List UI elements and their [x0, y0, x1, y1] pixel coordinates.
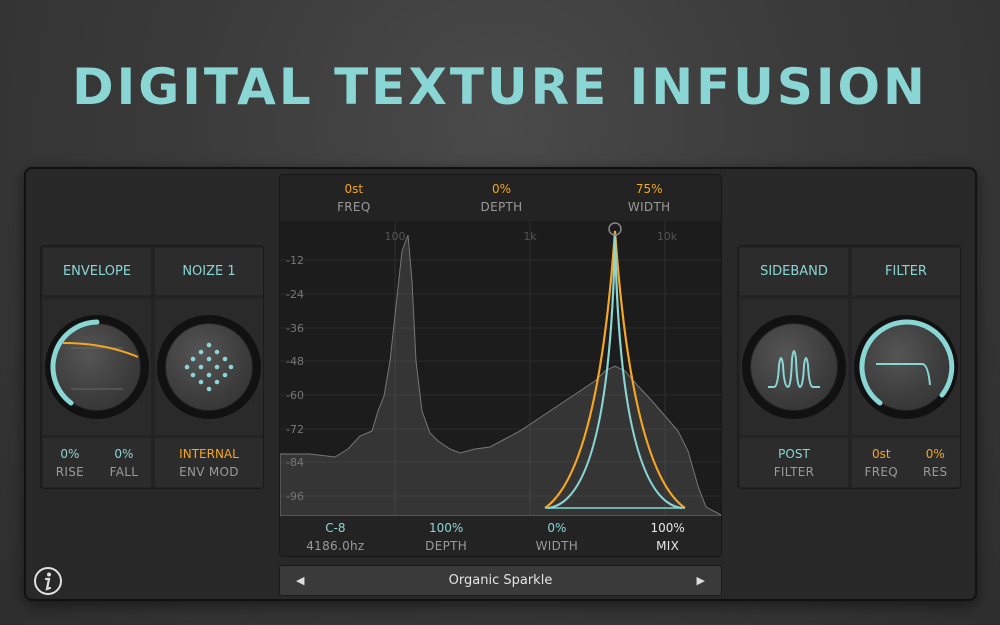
db-label: -48 [286, 355, 304, 368]
envelope-arc-icon [50, 319, 139, 406]
top-depth-label: DEPTH [480, 200, 523, 214]
freq-label-10k: 10k [657, 230, 678, 243]
tab-filter-label: FILTER [885, 264, 927, 279]
env-mod-label: ENV MOD [179, 464, 239, 479]
post-label: FILTER [773, 464, 815, 479]
noise-dots-icon [184, 342, 234, 392]
rise-label: RISE [55, 464, 85, 479]
width-param[interactable]: 0% WIDTH [502, 516, 613, 556]
filter-res-param[interactable]: 0% RES [923, 445, 947, 481]
filter-res-value: 0% [925, 446, 945, 461]
preset-bar: ◀ Organic Sparkle ▶ [279, 565, 722, 596]
note-value: C-8 [325, 521, 346, 535]
noize-knob[interactable] [157, 315, 261, 419]
rise-param[interactable]: 0% RISE [56, 445, 84, 481]
page-title: DIGITAL TEXTURE INFUSION [72, 58, 928, 116]
mix-param[interactable]: 100% MIX [612, 516, 721, 556]
spectrum-graph[interactable]: 100 1k 10k -12 -24 -36 -48 -60 -72 -84 -… [280, 221, 722, 516]
top-width-param[interactable]: 75% WIDTH [575, 175, 721, 221]
preset-name[interactable]: Organic Sparkle [448, 573, 553, 588]
tab-filter[interactable]: FILTER [852, 248, 960, 295]
top-freq-value: 0st [344, 182, 364, 196]
top-depth-param[interactable]: 0% DEPTH [428, 175, 576, 221]
mix-label: MIX [656, 539, 680, 553]
tab-envelope[interactable]: ENVELOPE [43, 248, 151, 295]
top-freq-param[interactable]: 0st FREQ [280, 175, 428, 221]
filter-freq-param[interactable]: 0st FREQ [865, 445, 898, 481]
env-mod-param[interactable]: INTERNAL ENV MOD [155, 438, 263, 487]
next-preset-icon[interactable]: ▶ [696, 574, 705, 587]
width-label: WIDTH [535, 539, 579, 553]
tab-noize-1[interactable]: NOIZE 1 [155, 248, 263, 295]
post-value: POST [778, 446, 810, 461]
width-value: 0% [547, 521, 567, 535]
db-label: -24 [286, 288, 304, 301]
prev-preset-icon[interactable]: ◀ [296, 574, 305, 587]
filter-handle[interactable] [608, 222, 622, 236]
depth-label: DEPTH [425, 539, 468, 553]
db-label: -12 [286, 254, 304, 267]
freq-res-values: 0st FREQ 0% RES [852, 438, 960, 487]
spectrum-display: 0st FREQ 0% DEPTH 75% WIDTH [279, 174, 722, 557]
note-hz-label: 4186.0hz [306, 539, 365, 553]
filter-curve-orange [544, 230, 686, 509]
freq-label-1k: 1k [523, 230, 537, 243]
info-icon[interactable] [32, 565, 64, 597]
note-param[interactable]: C-8 4186.0hz [280, 516, 391, 556]
filter-knob[interactable] [854, 315, 958, 419]
rise-fall-values: 0% RISE 0% FALL [43, 438, 151, 487]
filter-freq-value: 0st [871, 446, 891, 461]
filter-freq-label: FREQ [864, 464, 898, 479]
mix-value: 100% [650, 521, 685, 535]
sideband-knob[interactable] [742, 315, 846, 419]
noize-knob-area [155, 299, 263, 435]
db-label: -96 [286, 490, 304, 503]
fall-param[interactable]: 0% FALL [110, 445, 139, 481]
sideband-filter-panel: SIDEBAND FILTER POST [737, 245, 961, 489]
envelope-knob-area [43, 299, 151, 435]
depth-value: 100% [428, 521, 464, 535]
freq-label-100: 100 [385, 230, 406, 243]
lowpass-filter-icon [859, 319, 955, 406]
sideband-knob-area [740, 299, 848, 435]
rise-value: 0% [60, 446, 80, 461]
envelope-knob[interactable] [45, 315, 149, 419]
top-depth-value: 0% [491, 182, 512, 196]
plugin-window: ENVELOPE NOIZE 1 [24, 167, 977, 601]
filter-knob-area [852, 299, 960, 435]
db-label: -60 [286, 389, 304, 402]
tab-noize-label: NOIZE 1 [182, 264, 236, 279]
top-width-value: 75% [635, 182, 663, 196]
db-label: -36 [286, 322, 304, 335]
tab-sideband-label: SIDEBAND [760, 264, 828, 279]
db-label: -72 [286, 423, 304, 436]
top-freq-label: FREQ [337, 200, 371, 214]
fall-value: 0% [114, 446, 134, 461]
envelope-panel: ENVELOPE NOIZE 1 [40, 245, 264, 489]
filter-res-label: RES [923, 464, 948, 479]
spectrum-fill [280, 234, 721, 516]
fall-label: FALL [109, 464, 139, 479]
top-width-label: WIDTH [627, 200, 671, 214]
post-filter-param[interactable]: POST FILTER [740, 438, 848, 487]
env-mod-value: INTERNAL [179, 446, 239, 461]
db-label: -84 [286, 456, 304, 469]
tab-sideband[interactable]: SIDEBAND [740, 248, 848, 295]
tab-envelope-label: ENVELOPE [62, 264, 132, 279]
depth-param[interactable]: 100% DEPTH [391, 516, 502, 556]
sideband-peaks-icon [768, 350, 820, 389]
